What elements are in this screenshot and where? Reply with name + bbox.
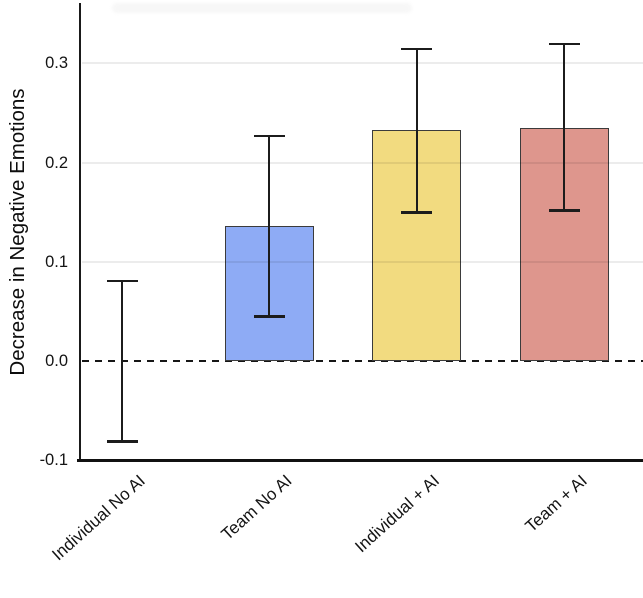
error-bar-cap: [253, 315, 285, 318]
error-bar: [415, 48, 418, 213]
error-bar-cap: [401, 47, 432, 51]
error-bar: [268, 135, 270, 317]
error-bar: [563, 43, 565, 211]
error-bar-cap: [401, 211, 432, 214]
x-category-label: Individual No AI: [48, 471, 149, 565]
error-bar-cap: [106, 279, 138, 283]
x-category-label: Team + AI: [521, 471, 591, 537]
gridline: [82, 62, 643, 65]
x-category-label: Individual + AI: [351, 471, 444, 557]
x-category-label: Team No AI: [217, 471, 296, 544]
error-bar-cap: [548, 42, 580, 46]
y-tick-label: -0.1: [39, 451, 68, 469]
error-bar-cap: [106, 440, 138, 443]
y-axis-line: [79, 3, 81, 461]
x-axis-line: [77, 459, 643, 462]
y-tick-label: 0.0: [45, 351, 68, 370]
error-bar-cap: [548, 209, 580, 212]
gridline: [82, 161, 643, 164]
error-bar: [121, 280, 123, 442]
y-tick-label: 0.3: [45, 54, 68, 73]
y-tick-label: 0.2: [45, 153, 68, 172]
y-tick-label: 0.1: [45, 252, 68, 271]
top-edge-artifact: [112, 3, 412, 13]
zero-baseline: [82, 359, 643, 362]
error-bar-cap: [253, 134, 285, 138]
gridline: [82, 260, 643, 263]
